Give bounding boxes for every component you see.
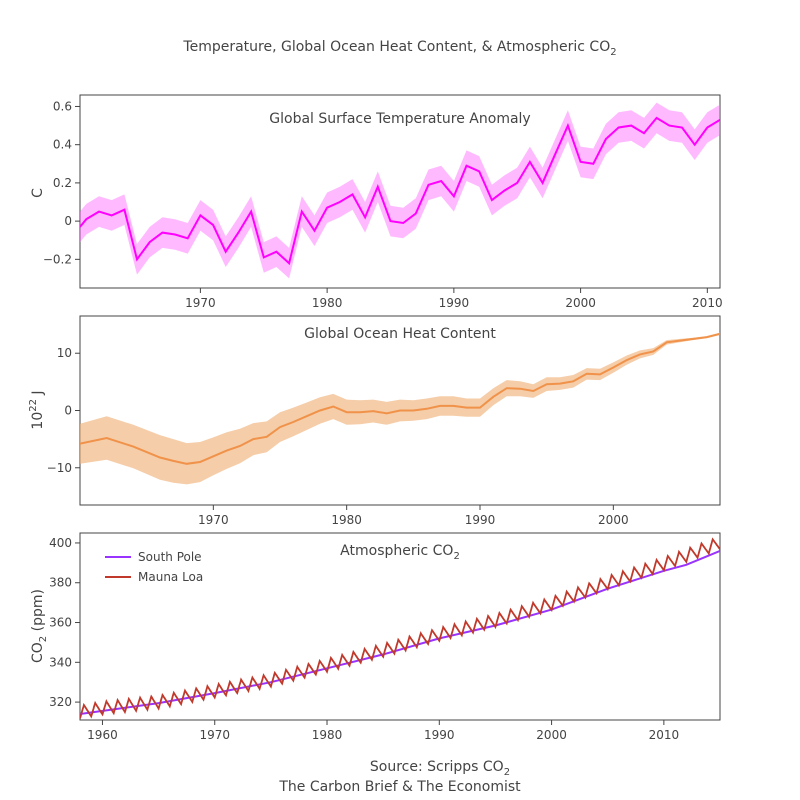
legend: South Pole Mauna Loa bbox=[105, 550, 203, 584]
x-tick-label: 1970 bbox=[198, 513, 229, 527]
x-tick-label: 1980 bbox=[312, 728, 343, 742]
x-tick-label: 1990 bbox=[465, 513, 496, 527]
y-tick-label: 400 bbox=[49, 536, 72, 550]
temperature-uncertainty-band bbox=[80, 102, 720, 279]
y-axis-label: 1022 J bbox=[28, 390, 46, 429]
source-line-subscript: 2 bbox=[504, 767, 510, 778]
y-tick-label: 0 bbox=[64, 214, 72, 228]
y-axis-label-exponent: 22 bbox=[28, 399, 39, 412]
y-axis-label-subscript: 2 bbox=[38, 636, 49, 642]
x-tick-label: 1990 bbox=[424, 728, 455, 742]
temperature-series bbox=[80, 102, 720, 279]
legend-label: South Pole bbox=[138, 550, 202, 564]
x-tick-label: 2000 bbox=[598, 513, 629, 527]
y-tick-label: 0 bbox=[64, 404, 72, 418]
x-tick-label: 1990 bbox=[439, 296, 470, 310]
y-axis-label: CO2 (ppm) bbox=[30, 589, 49, 663]
y-tick-label: −0.2 bbox=[43, 252, 72, 266]
x-tick-label: 1980 bbox=[312, 296, 343, 310]
x-tick-label: 1970 bbox=[199, 728, 230, 742]
x-tick-label: 2000 bbox=[536, 728, 567, 742]
figure-title: Temperature, Global Ocean Heat Content, … bbox=[182, 39, 616, 58]
y-axis-label-base: 10 bbox=[30, 412, 46, 430]
legend-label: Mauna Loa bbox=[138, 570, 203, 584]
x-tick-label: 1980 bbox=[331, 513, 362, 527]
mauna-loa-line bbox=[80, 537, 720, 719]
figure-title-subscript: 2 bbox=[610, 47, 616, 58]
panel-title-base: Atmospheric CO bbox=[340, 543, 453, 559]
x-tick-label: 1970 bbox=[185, 296, 216, 310]
x-tick-label: 2010 bbox=[692, 296, 723, 310]
y-axis-label-base: CO bbox=[30, 642, 46, 663]
x-tick-label: 2000 bbox=[565, 296, 596, 310]
y-tick-label: 0.4 bbox=[53, 138, 72, 152]
x-tick-label: 2010 bbox=[649, 728, 680, 742]
y-tick-label: −10 bbox=[47, 461, 72, 475]
ocean-heat-line bbox=[80, 332, 720, 465]
temperature-line bbox=[80, 116, 720, 266]
y-axis-label: C bbox=[30, 188, 46, 198]
plot-frame bbox=[79, 532, 721, 721]
co2-series bbox=[80, 537, 720, 719]
y-tick-label: 340 bbox=[49, 655, 72, 669]
y-axis-label-unit: (ppm) bbox=[30, 589, 46, 636]
y-tick-label: 320 bbox=[49, 695, 72, 709]
ocean-heat-series bbox=[80, 332, 720, 485]
y-tick-label: 360 bbox=[49, 616, 72, 630]
panel-title: Global Surface Temperature Anomaly bbox=[269, 111, 530, 127]
panel-title: Global Ocean Heat Content bbox=[304, 326, 496, 342]
panel-1: 1970 1980 1990 2000 2010 −0.2 0 0.2 0.4 0.6 Global… bbox=[30, 94, 723, 310]
y-tick-label: 0.6 bbox=[53, 99, 72, 113]
y-axis-label-unit: J bbox=[30, 390, 46, 399]
credit-line: The Carbon Brief & The Economist bbox=[278, 779, 521, 795]
panel-title-subscript: 2 bbox=[453, 551, 459, 562]
x-tick-label: 1960 bbox=[87, 728, 118, 742]
y-tick-label: 10 bbox=[57, 346, 72, 360]
panel-2: 1970 1980 1990 2000 −10 0 10 Global Ocean Heat … bbox=[28, 315, 721, 527]
y-tick-label: 0.2 bbox=[53, 176, 72, 190]
panel-3: 1960 1970 1980 1990 2000 2010 320 340 360 380 400 A… bbox=[30, 532, 721, 742]
source-line: Source: Scripps CO2 bbox=[370, 759, 510, 778]
y-tick-label: 380 bbox=[49, 576, 72, 590]
panel-title: Atmospheric CO2 bbox=[340, 543, 460, 562]
plot-frame bbox=[79, 94, 721, 289]
